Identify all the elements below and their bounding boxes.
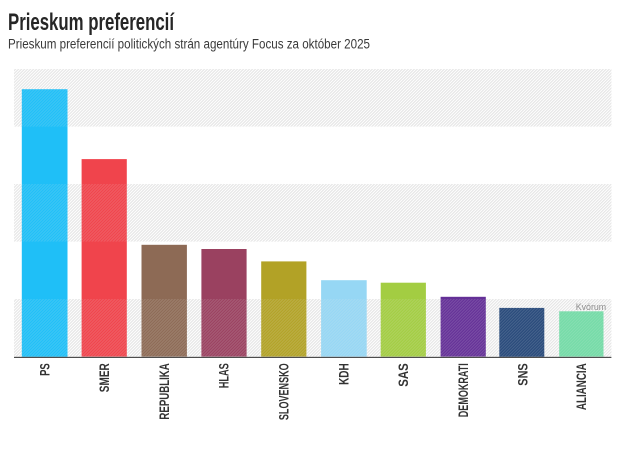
svg-text:Prieskum preferencií: Prieskum preferencií	[8, 9, 175, 36]
svg-text:SNS: SNS	[516, 363, 531, 385]
svg-text:REPUBLIKA: REPUBLIKA	[157, 363, 172, 419]
svg-text:Prieskum preferencií politický: Prieskum preferencií politických strán a…	[8, 37, 370, 52]
svg-text:DEMOKRATI: DEMOKRATI	[456, 363, 471, 417]
svg-text:PS: PS	[37, 363, 52, 376]
svg-text:SAS: SAS	[396, 363, 411, 386]
svg-text:SMER: SMER	[97, 363, 112, 392]
svg-text:KDH: KDH	[337, 363, 352, 385]
svg-text:HLAS: HLAS	[217, 363, 232, 388]
svg-text:SLOVENSKO: SLOVENSKO	[277, 363, 292, 420]
svg-text:Kvórum: Kvórum	[576, 302, 607, 313]
svg-text:ALIANCIA: ALIANCIA	[574, 363, 589, 410]
